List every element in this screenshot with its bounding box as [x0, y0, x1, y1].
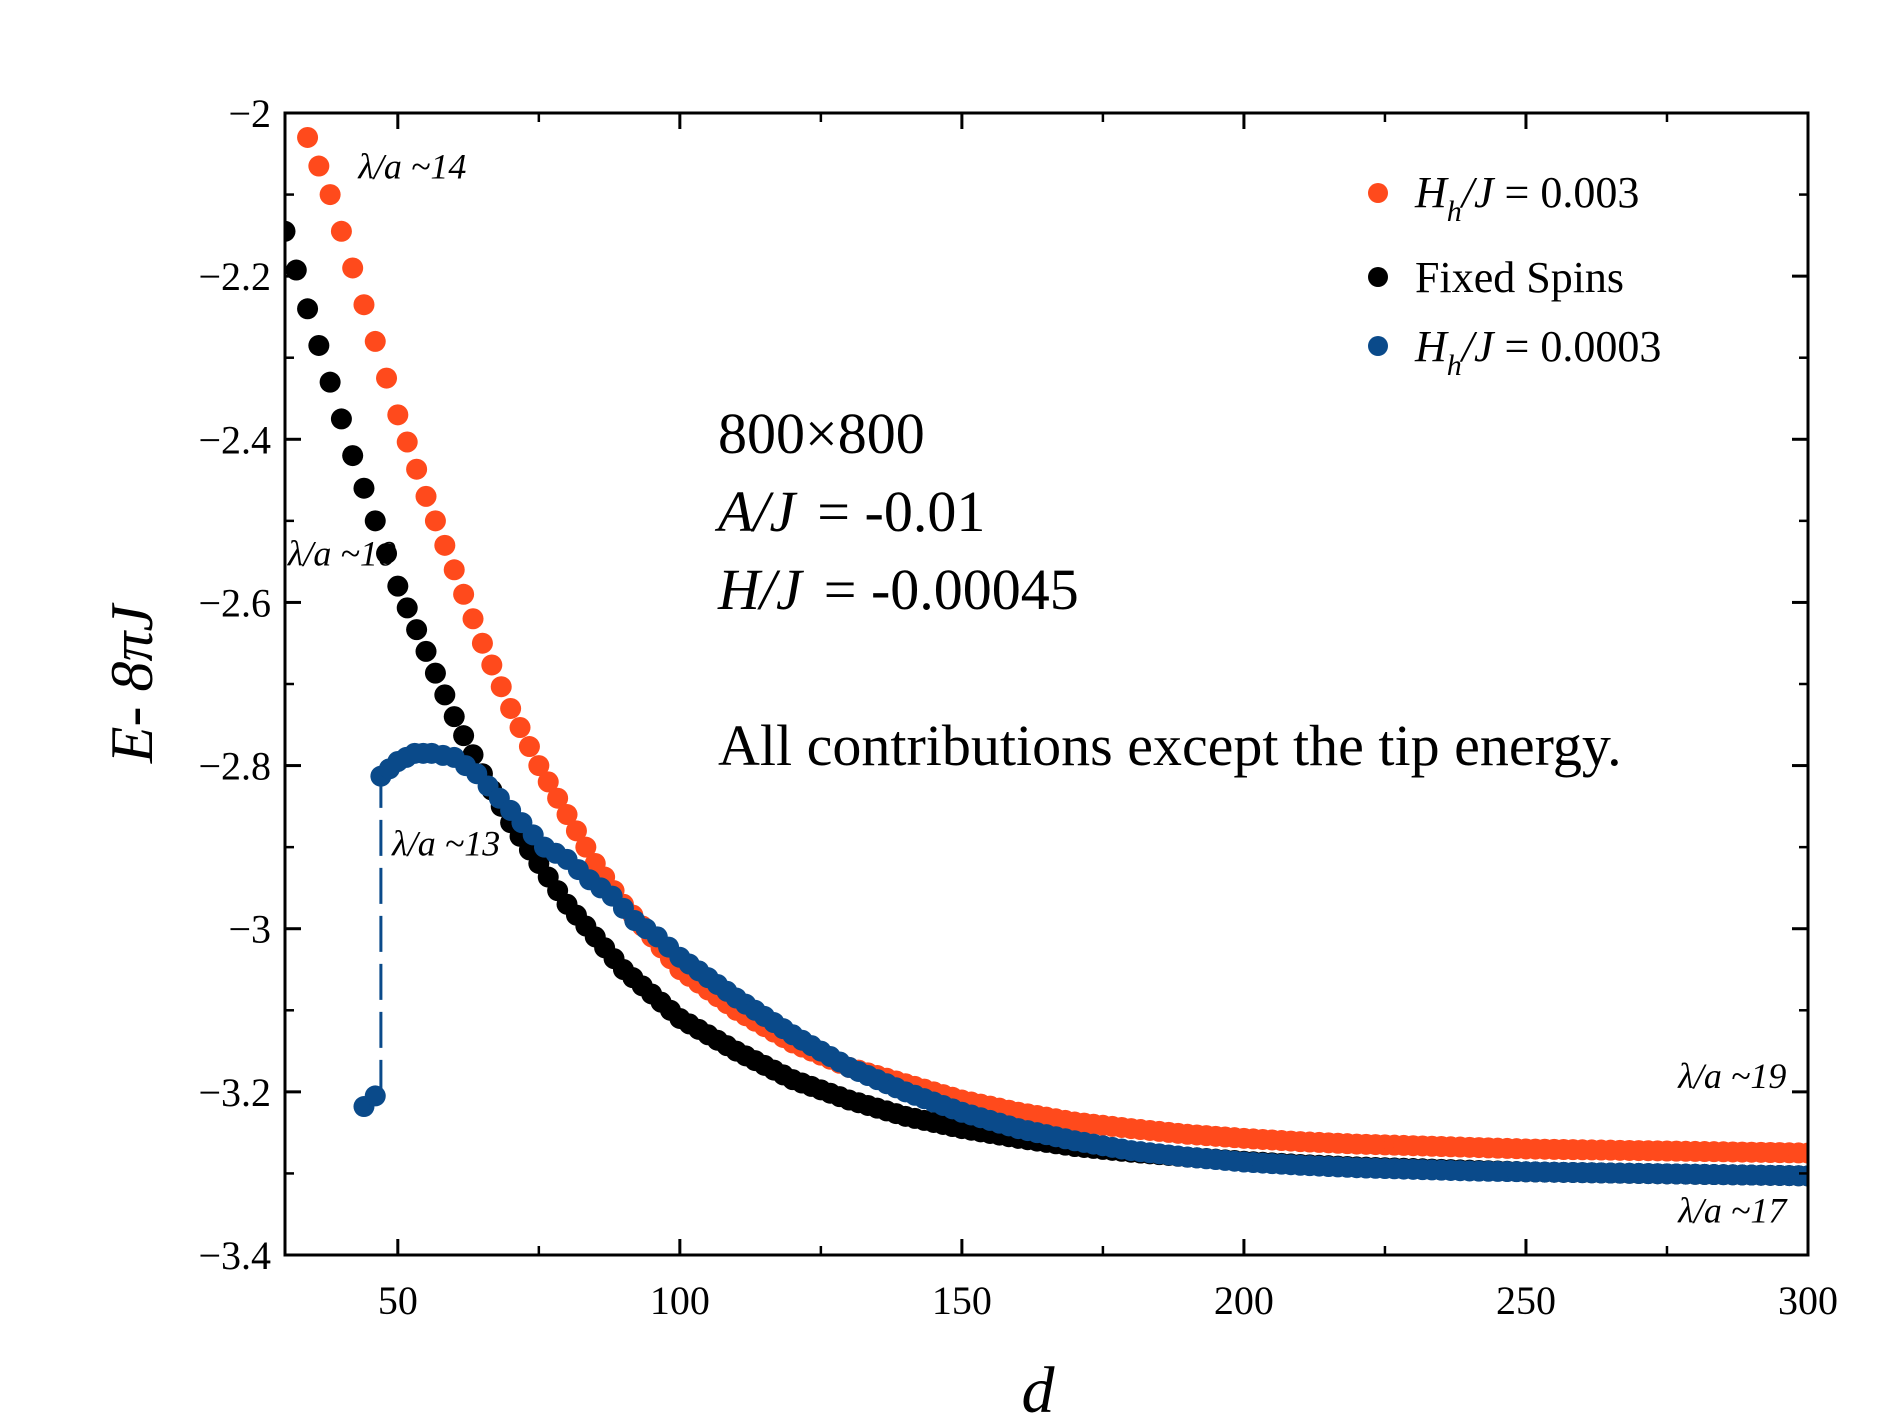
data-point	[297, 126, 319, 148]
data-point	[575, 836, 597, 858]
y-tick-label: −3.2	[198, 1070, 271, 1115]
data-point	[443, 559, 465, 581]
data-point	[297, 298, 319, 320]
data-point	[443, 706, 465, 728]
data-point	[396, 597, 418, 619]
x-tick-label: 200	[1214, 1278, 1274, 1323]
legend-marker-hh-0003	[1368, 183, 1388, 203]
data-layer	[285, 126, 1808, 1187]
data-point	[565, 820, 587, 842]
info-text-block: 800×800 A/J = -0.01 H/J = -0.00045 All con…	[714, 401, 1622, 778]
data-point	[319, 371, 341, 393]
data-point	[462, 608, 484, 630]
data-point	[1797, 1165, 1808, 1187]
series-2	[353, 742, 1808, 1187]
data-point	[330, 408, 352, 430]
data-point	[1797, 1142, 1808, 1164]
data-point	[453, 725, 475, 747]
x-tick-label: 250	[1496, 1278, 1556, 1323]
info-field: H/J = -0.00045	[717, 557, 1079, 622]
y-tick-label: −3.4	[198, 1233, 271, 1278]
data-point	[364, 330, 386, 352]
x-tick-label: 100	[650, 1278, 710, 1323]
data-point	[330, 220, 352, 242]
info-anisotropy: A/J = -0.01	[714, 479, 985, 544]
legend-marker-fixed-spins	[1368, 267, 1388, 287]
data-point	[547, 787, 569, 809]
x-tick-label: 300	[1778, 1278, 1838, 1323]
data-point	[342, 445, 364, 467]
legend: Hh/J = 0.003 Fixed Spins Hh/J = 0.0003	[1368, 168, 1661, 382]
data-point	[453, 583, 475, 605]
legend-label-fixed-spins: Fixed Spins	[1415, 253, 1624, 302]
info-note: All contributions except the tip energy.	[718, 713, 1622, 778]
annotation-layer: λ/a ~14 λ/a ~10 λ/a ~13 λ/a ~19 λ/a ~17	[287, 146, 1789, 1230]
data-point	[285, 220, 296, 242]
data-point	[481, 654, 503, 676]
data-point	[387, 404, 409, 426]
lambda-annotation: λ/a ~19	[1677, 1056, 1786, 1096]
data-point	[376, 367, 398, 389]
data-point	[387, 575, 409, 597]
data-point	[537, 771, 559, 793]
data-point	[424, 510, 446, 532]
data-point	[319, 184, 341, 206]
data-point	[434, 684, 456, 706]
data-point	[424, 662, 446, 684]
data-point	[415, 640, 437, 662]
ticks-layer: 50 100 150 200 250 300 −2 −2.2 −2.4 −2.6 −2.8 −3 −3.…	[198, 91, 1838, 1323]
legend-marker-hh-00003	[1368, 336, 1388, 356]
series-0	[297, 126, 1808, 1164]
x-axis-title: d	[1022, 1354, 1056, 1417]
data-point	[353, 294, 375, 316]
data-point	[556, 804, 578, 826]
lambda-annotation: λ/a ~17	[1677, 1190, 1788, 1230]
y-axis-title: E- 8πJ	[99, 602, 165, 764]
y-tick-label: −2	[228, 91, 271, 136]
data-point	[471, 632, 493, 654]
x-tick-label: 150	[932, 1278, 992, 1323]
data-point	[364, 1085, 386, 1107]
data-point	[406, 458, 428, 480]
info-lattice-size: 800×800	[718, 401, 925, 466]
data-point	[528, 755, 550, 777]
data-point	[342, 257, 364, 279]
data-point	[364, 510, 386, 532]
y-tick-label: −3	[228, 907, 271, 952]
legend-label-hh-0003: Hh/J = 0.003	[1414, 168, 1639, 228]
data-point	[376, 542, 398, 564]
data-point	[509, 717, 531, 739]
data-point	[353, 477, 375, 499]
data-point	[308, 334, 330, 356]
data-point	[396, 431, 418, 453]
y-tick-label: −2.4	[198, 417, 271, 462]
y-tick-label: −2.6	[198, 580, 271, 625]
data-point	[518, 736, 540, 758]
data-point	[500, 697, 522, 719]
lambda-annotation: λ/a ~10	[287, 534, 396, 574]
data-point	[406, 619, 428, 641]
data-point	[490, 676, 512, 698]
lambda-annotation: λ/a ~13	[391, 823, 500, 863]
data-point	[415, 485, 437, 507]
legend-label-hh-00003: Hh/J = 0.0003	[1414, 322, 1661, 382]
lambda-annotation: λ/a ~14	[357, 146, 466, 186]
y-tick-label: −2.8	[198, 744, 271, 789]
y-tick-label: −2.2	[198, 254, 271, 299]
data-point	[308, 155, 330, 177]
data-point	[434, 534, 456, 556]
x-tick-label: 50	[378, 1278, 418, 1323]
series-group	[285, 126, 1808, 1187]
